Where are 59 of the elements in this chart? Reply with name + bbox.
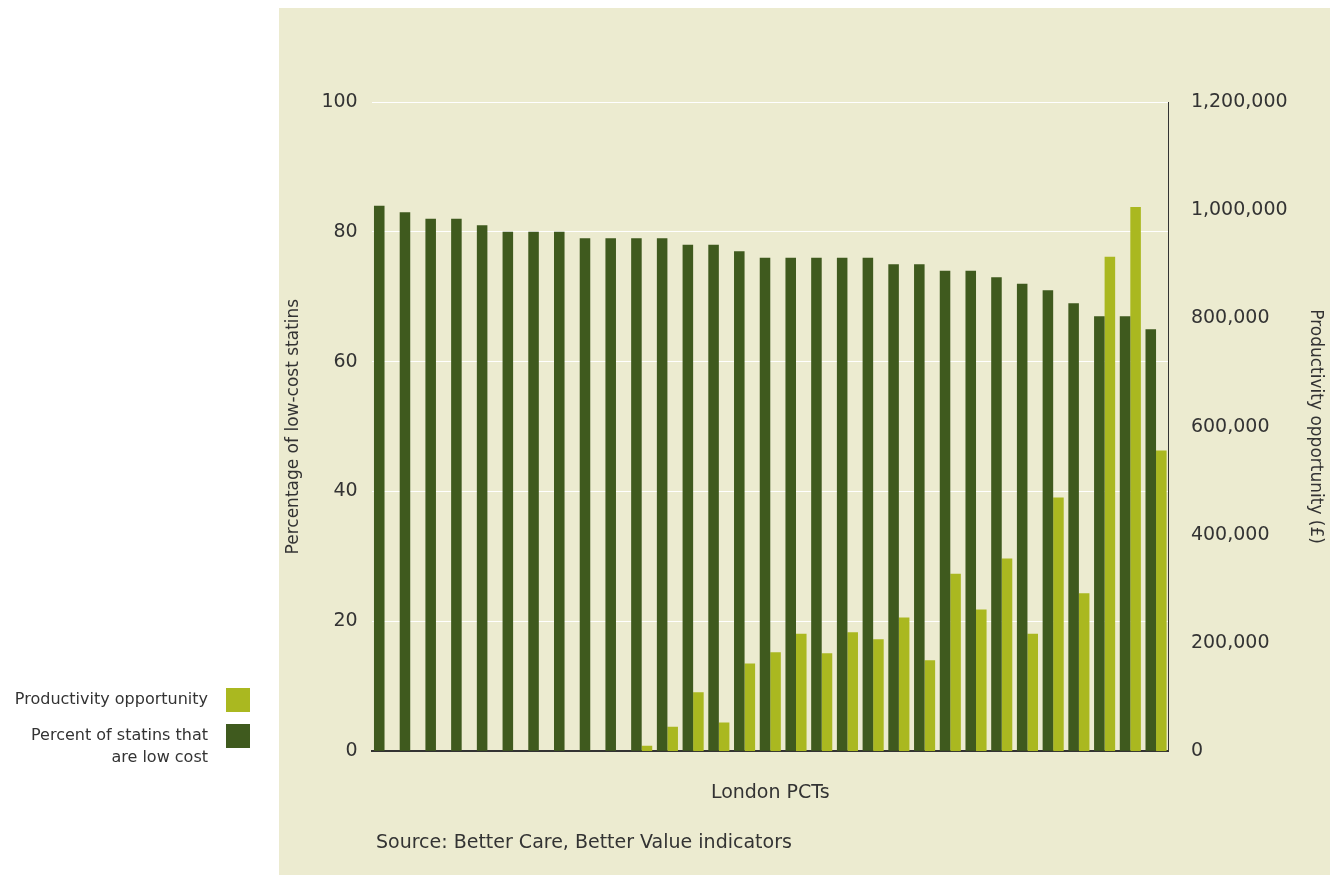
bar [847,632,858,752]
bar [759,257,771,751]
bar [605,238,616,751]
bar [939,270,951,751]
bar [451,218,462,751]
y-tick-label: 20 [333,608,358,631]
bar [579,238,591,751]
bar [1068,303,1079,751]
bar [554,231,565,751]
bar [476,225,488,751]
bar [811,257,822,751]
bar [631,238,642,751]
bar [976,609,987,752]
bar [425,218,436,751]
bar [862,257,874,751]
y-tick-label: 0 [345,738,358,761]
bar [914,264,925,751]
bar [821,653,833,752]
y-tick-label: 80 [333,218,358,241]
y2-axis-title: Productivity opportunity (£) [1307,309,1328,544]
bar [770,652,781,752]
bar [965,270,977,751]
y-tick-label: 100 [321,88,358,111]
bar [1016,283,1028,751]
bar [836,257,848,751]
bar [373,205,385,751]
bar [528,231,539,751]
bar [888,264,899,751]
source-note: Source: Better Care, Better Value indicators [376,830,792,852]
bar [693,692,704,752]
bar [744,663,756,752]
y2-tick-label: 200,000 [1190,629,1270,652]
bar [924,660,936,752]
bar [399,212,411,751]
bar [785,257,796,751]
y-tick-label: 60 [333,348,358,371]
bar [682,244,694,751]
bar [1027,633,1038,752]
bar [708,244,719,751]
y2-tick-label: 600,000 [1190,413,1270,436]
legend-label: Productivity opportunity [13,688,208,710]
bar [656,238,668,751]
bar [796,633,807,752]
bar [898,617,910,752]
bar [718,722,730,752]
y2-tick-label: 400,000 [1190,521,1270,544]
y2-tick-label: 0 [1190,738,1203,761]
y-tick-label: 40 [333,478,358,501]
y2-tick-label: 800,000 [1190,305,1270,328]
bar [734,251,745,751]
bar [991,277,1002,751]
bar [873,639,884,752]
bar [502,231,514,751]
bar [667,726,678,752]
legend-label: Percent of statins that are low cost [30,724,208,768]
y2-tick-label: 1,000,000 [1190,197,1288,220]
y2-tick-label: 1,200,000 [1190,88,1288,111]
y-axis-title: Percentage of low-cost statins [281,298,302,555]
x-axis-title: London PCTs [710,779,830,802]
